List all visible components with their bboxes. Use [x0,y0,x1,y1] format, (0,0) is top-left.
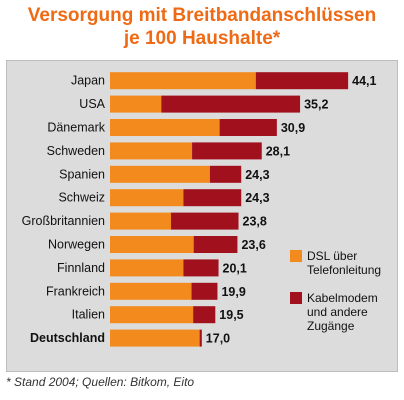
legend-label-kabel-line-2: und andere [307,305,368,319]
category-label-spanien: Spanien [59,167,105,181]
bar-kabel-spanien [209,165,242,183]
category-label-finnland: Finnland [57,261,105,275]
category-label-frankreich: Frankreich [46,284,105,298]
value-label-norwegen: 23,6 [241,238,265,252]
value-label-frankreich: 19,9 [221,285,245,299]
category-label-usa: USA [79,97,105,111]
bar-dsl-frankreich [110,282,192,300]
legend-swatch-dsl [290,250,302,262]
bar-kabel-usa [161,95,301,113]
legend-swatch-kabel [290,292,302,304]
category-label-schweden: Schweden [47,144,105,158]
title-line-2: je 100 Haushalte* [123,28,281,49]
bar-kabel-schweden [192,142,262,160]
bar-kabel-finnland [183,259,219,277]
legend-label-dsl-line-1: DSL über [307,249,357,263]
bar-dsl-spanien [110,165,210,183]
bar-kabel-italien [193,306,216,324]
bar-kabel-schweiz [183,189,242,207]
bar-kabel-japan [255,72,349,90]
bar-dsl-norwegen [110,236,194,253]
legend-label-dsl-line-2: Telefonleitung [307,263,381,277]
bar-dsl-japan [110,72,256,90]
bar-dsl-gro-britannien [110,212,172,230]
bar-kabel-gro-britannien [171,212,239,230]
bar-dsl-schweiz [110,189,184,207]
value-label-gro-britannien: 23,8 [243,215,267,229]
legend-label-kabel-line-3: Zugänge [307,319,355,333]
bar-dsl-d-nemark [110,119,220,136]
legend-label-kabel-line-1: Kabelmodem [307,291,378,305]
value-label-spanien: 24,3 [245,168,269,182]
value-label-usa: 35,2 [304,98,328,112]
value-label-schweiz: 24,3 [245,191,269,205]
value-label-japan: 44,1 [352,74,376,88]
category-label-japan: Japan [71,74,105,88]
value-label-schweden: 28,1 [266,144,290,158]
bar-dsl-finnland [110,259,184,277]
category-label-schweiz: Schweiz [58,191,105,205]
bar-kabel-norwegen [193,236,238,253]
category-label-deutschland: Deutschland [30,331,105,345]
footnote: * Stand 2004; Quellen: Bitkom, Eito [6,375,195,389]
bar-dsl-schweden [110,142,193,160]
value-label-deutschland: 17,0 [206,332,230,346]
category-label-italien: Italien [72,308,105,322]
bar-dsl-deutschland [110,329,200,347]
bar-dsl-usa [110,95,162,113]
category-label-gro-britannien: Großbritannien [22,214,105,228]
value-label-italien: 19,5 [219,308,243,322]
value-label-finnland: 20,1 [223,261,247,275]
category-label-d-nemark: Dänemark [47,121,105,135]
bar-kabel-deutschland [199,329,202,347]
title-line-1: Versorgung mit Breitbandanschlüssen [27,5,377,26]
bar-kabel-d-nemark [219,119,277,136]
value-label-d-nemark: 30,9 [281,121,305,135]
bar-dsl-italien [110,306,194,324]
category-label-norwegen: Norwegen [48,238,105,252]
bar-kabel-frankreich [191,282,218,300]
